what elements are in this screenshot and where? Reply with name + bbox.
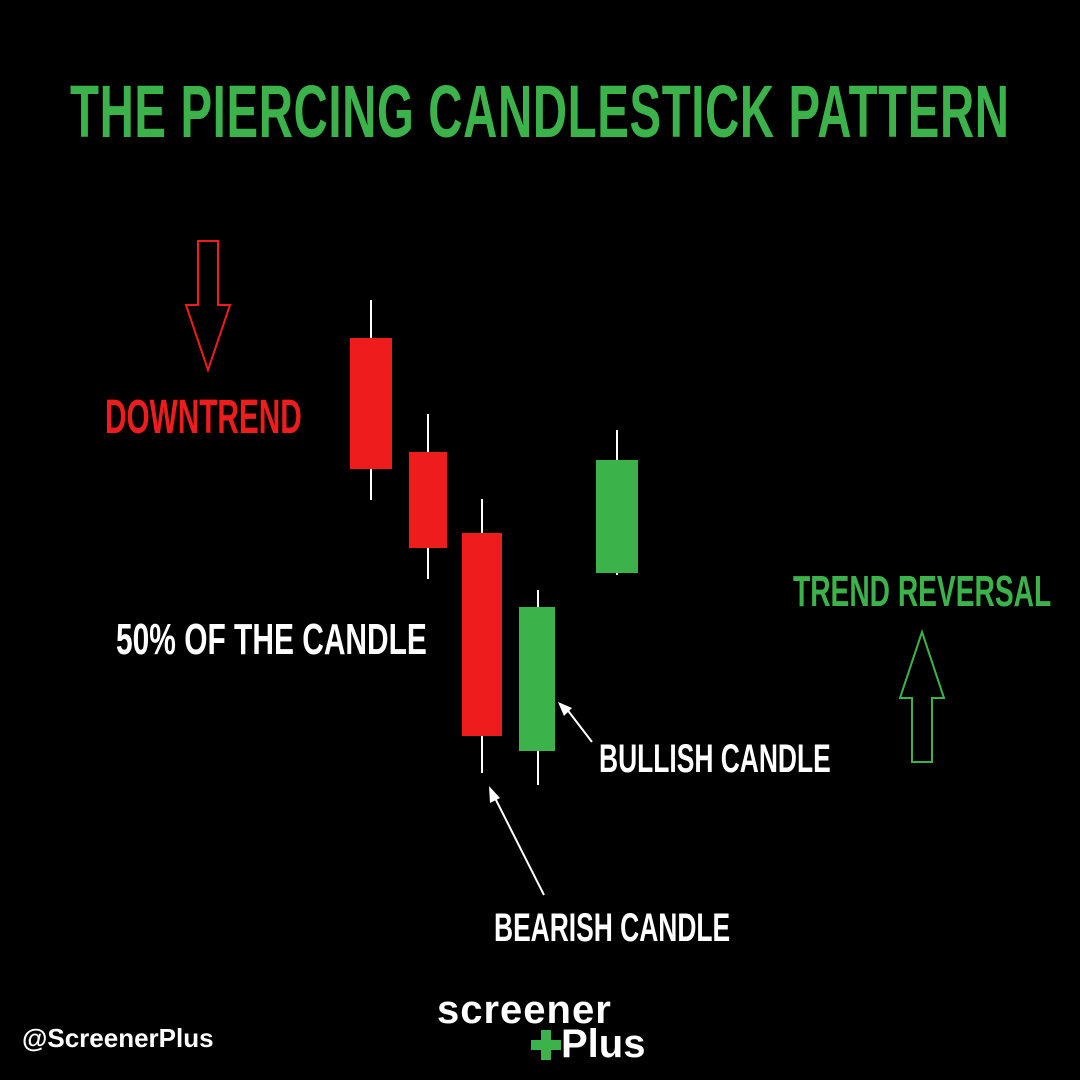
- trend-reversal-label: TREND REVERSAL: [793, 567, 1052, 616]
- bearish-candle-1: [350, 300, 392, 500]
- candle-body: [409, 452, 447, 548]
- candle-body: [596, 460, 638, 573]
- bullish-candle-label: BULLISH CANDLE: [599, 737, 831, 781]
- candle-body: [462, 533, 502, 736]
- bullish-candle-continuation: [596, 430, 638, 575]
- bullish-pointer-arrow: [558, 702, 593, 743]
- screenerplus-logo: screener Plus: [437, 990, 649, 1070]
- candle-body: [519, 607, 555, 751]
- bearish-candle-label: BEARISH CANDLE: [494, 906, 731, 950]
- up-arrow-outline-icon: [898, 628, 946, 763]
- bearish-pointer-arrow: [489, 786, 545, 896]
- social-handle: @ScreenerPlus: [22, 1023, 214, 1053]
- logo-word-screener: screener: [437, 988, 612, 1032]
- bearish-candle-3: [462, 499, 502, 773]
- down-arrow-outline-icon: [184, 240, 232, 374]
- plus-icon: [531, 1030, 561, 1060]
- bearish-candle-2: [409, 414, 447, 579]
- candle-body: [350, 338, 392, 469]
- downtrend-label: DOWNTREND: [105, 391, 302, 444]
- logo-word-plus: Plus: [561, 1022, 646, 1066]
- bullish-candle-piercing: [519, 590, 555, 785]
- fifty-percent-label: 50% OF THE CANDLE: [116, 615, 427, 664]
- page-title: THE PIERCING CANDLESTICK PATTERN: [70, 70, 1010, 153]
